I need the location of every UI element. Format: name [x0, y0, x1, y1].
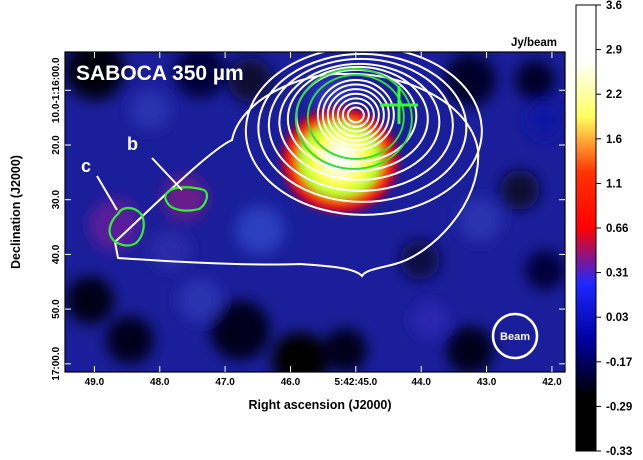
contours: [113, 52, 483, 278]
x-tick-label: 44.0: [411, 377, 431, 388]
source-c-pointer: [96, 175, 118, 211]
noise-blob: [272, 332, 328, 372]
noise-blob: [66, 276, 114, 324]
colorbar-tick-label: 0.03: [606, 312, 628, 324]
noise-blob: [174, 52, 226, 98]
noise-blob: [178, 278, 222, 322]
colorbar-tick-label: 0.31: [606, 268, 629, 280]
colorbar-tick-label: -0.17: [606, 357, 632, 369]
colorbar-tick-label: 1.6: [606, 134, 622, 146]
noise-blob: [163, 176, 207, 220]
plot-frame: [64, 51, 566, 373]
contour-level: [267, 57, 454, 192]
y-tick-label: 30.0: [51, 190, 62, 210]
plot-panel: 49.0 48.0 47.0 46.0 5:42:45.0 44.0 43.0 42.0 10…: [51, 51, 566, 388]
y-ticks: 10.0-1:16:00.0 20.0 30.0 40.0 50.0 17:00.0: [51, 57, 565, 381]
y-tick-label: 40.0: [51, 244, 62, 264]
contour-inner: [346, 106, 365, 124]
contour-inner: [336, 97, 375, 133]
contour-outer: [113, 72, 480, 278]
colorbar-tick-label: -0.29: [606, 401, 632, 413]
noise-blob: [89, 199, 141, 251]
contour-level: [244, 52, 483, 216]
x-tick-label: 42.0: [542, 377, 562, 388]
x-tick-label: 46.0: [281, 377, 301, 388]
noise-blob: [323, 328, 367, 372]
x-tick-label: 49.0: [85, 377, 105, 388]
colorbar-unit: Jy/beam: [511, 37, 557, 49]
y-tick-label: 10.0-1:16:00.0: [51, 57, 62, 123]
contour-inner: [341, 101, 370, 128]
noise-blob: [236, 206, 284, 254]
green-contour: [294, 67, 413, 170]
noise-blob: [458, 198, 502, 242]
beam: Beam: [491, 312, 539, 360]
colorbar-tick-label: 1.1: [606, 178, 623, 190]
beam-label: Beam: [500, 331, 530, 343]
noise-blob: [525, 100, 565, 140]
chart-title: SABOCA 350 µm: [76, 62, 244, 85]
noise-blob: [446, 326, 494, 372]
noise-blob: [525, 250, 565, 290]
y-tick-label: 20.0: [51, 135, 62, 155]
colorbar-tick-label: -0.33: [606, 446, 632, 458]
cross-marker: [380, 86, 418, 124]
noise-blob: [515, 60, 555, 100]
y-tick-label: 50.0: [51, 299, 62, 319]
noise-blob: [150, 230, 190, 270]
contour-level: [257, 52, 468, 203]
x-tick-label: 47.0: [215, 377, 235, 388]
contour-level: [286, 65, 429, 172]
colorbar-tick-label: 0.66: [606, 223, 628, 235]
noise-blob: [412, 302, 448, 338]
noise-blob: [444, 54, 496, 106]
noise-blob: [500, 170, 540, 210]
colorbar-tick-label: 3.6: [606, 0, 622, 12]
x-tick-label: 43.0: [477, 377, 497, 388]
noise-blob: [210, 300, 270, 360]
x-tick-label: 5:42:45.0: [334, 377, 377, 388]
contour-inner: [321, 83, 390, 147]
map-image: [65, 52, 565, 372]
inner-green-contours: [294, 67, 413, 170]
x-ticks: 49.0 48.0 47.0 46.0 5:42:45.0 44.0 43.0 42.0: [85, 52, 562, 388]
noise-blob: [400, 240, 440, 280]
contour-inner: [316, 78, 395, 151]
x-axis-label: Right ascension (J2000): [248, 398, 391, 412]
x-tick-label: 48.0: [150, 377, 170, 388]
green-contour: [306, 73, 405, 160]
source-b-outline: [164, 186, 208, 212]
colorbar: 3.6 2.9 2.2 1.6 1.1 0.66 0.31 0.03 -0.17 -0.29 -0.…: [575, 0, 632, 458]
source-b-pointer: [151, 157, 183, 191]
colorbar-tick-label: 2.9: [606, 45, 622, 57]
source-c-outline: [108, 206, 145, 247]
noise-blob: [106, 316, 154, 364]
y-axis-label: Declination (J2000): [9, 155, 23, 269]
contour-inner: [331, 92, 380, 138]
noise-blob: [65, 52, 125, 100]
source-c-label: c: [81, 156, 91, 176]
y-tick-label: 17:00.0: [51, 346, 62, 380]
colorbar-tick-label: 2.2: [606, 89, 622, 101]
noise-blob: [130, 90, 170, 130]
source-b-label: b: [127, 134, 138, 154]
contour-level: [278, 62, 441, 181]
contour-inner: [326, 88, 385, 142]
